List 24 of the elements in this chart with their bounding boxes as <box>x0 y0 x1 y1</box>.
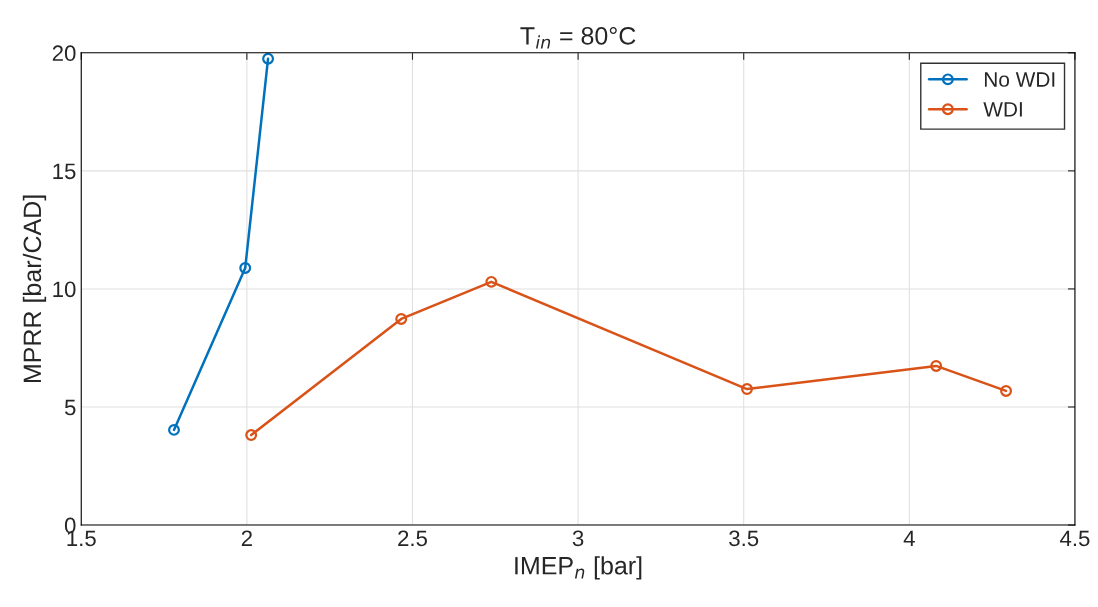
point <box>395 312 408 325</box>
x-tick-label: 4.5 <box>1060 530 1090 547</box>
y-tick-label: 5 <box>64 399 76 416</box>
chart-title: T$_{in}$ = 80°C <box>520 26 636 49</box>
point <box>741 383 753 396</box>
legend-label: No WDI <box>984 72 1055 87</box>
y-axis-title: MPRR [bar/CAD] <box>22 195 47 383</box>
y-tick-label: 15 <box>53 163 76 180</box>
legend-label: WDI <box>983 102 1022 117</box>
x-tick-label: 4 <box>903 530 915 547</box>
x-tick-label: 2 <box>241 530 252 547</box>
point <box>245 429 258 442</box>
x-tick-label: 3 <box>572 530 584 547</box>
point <box>930 359 943 372</box>
point <box>262 52 275 65</box>
x-tick-label: 3.5 <box>729 530 759 547</box>
point <box>239 261 252 274</box>
point <box>1000 384 1013 397</box>
x-tick-label: 2.5 <box>398 530 427 547</box>
y-tick-label: 10 <box>53 281 76 298</box>
x-axis-title: IMEP$_{n}$ [bar] <box>515 556 642 580</box>
y-tick-label: 20 <box>52 45 76 62</box>
point <box>168 423 180 436</box>
point <box>485 275 498 288</box>
